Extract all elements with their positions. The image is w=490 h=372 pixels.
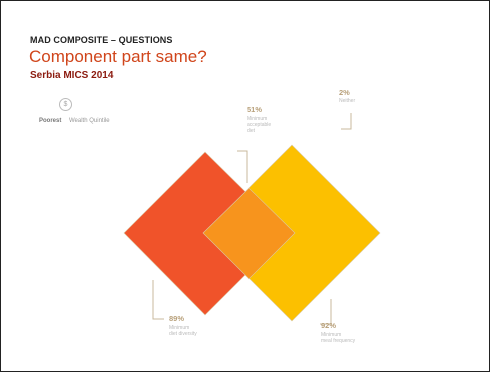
slide-subtitle: Serbia MICS 2014 (30, 70, 114, 81)
leader-line-diet-diversity (152, 280, 164, 320)
neither-label: Neither (339, 98, 356, 104)
section-kicker: MAD COMPOSITE – QUESTIONS (30, 35, 173, 45)
meal-frequency-label: Minimum meal frequency (321, 332, 356, 344)
wealth-quintile-label: Wealth Quintile (69, 118, 110, 124)
leader-line-acceptable (237, 150, 248, 183)
neither-percent: 2% (339, 88, 350, 97)
coin-icon: $ (59, 98, 72, 111)
poorest-label: Poorest (39, 118, 62, 124)
leader-line-neither (341, 113, 352, 130)
diet-diversity-percent: 89% (169, 314, 185, 323)
acceptable-diet-label: Minimum acceptable diet (247, 116, 272, 134)
slide-title: Component part same? (29, 47, 207, 66)
diet-diversity-label: Minimum diet diversity (169, 325, 197, 337)
meal-frequency-percent: 92% (321, 321, 337, 330)
acceptable-diet-percent: 51% (247, 105, 263, 114)
overlap-diamond (202, 187, 296, 280)
leader-line-meal-frequency (320, 299, 332, 325)
